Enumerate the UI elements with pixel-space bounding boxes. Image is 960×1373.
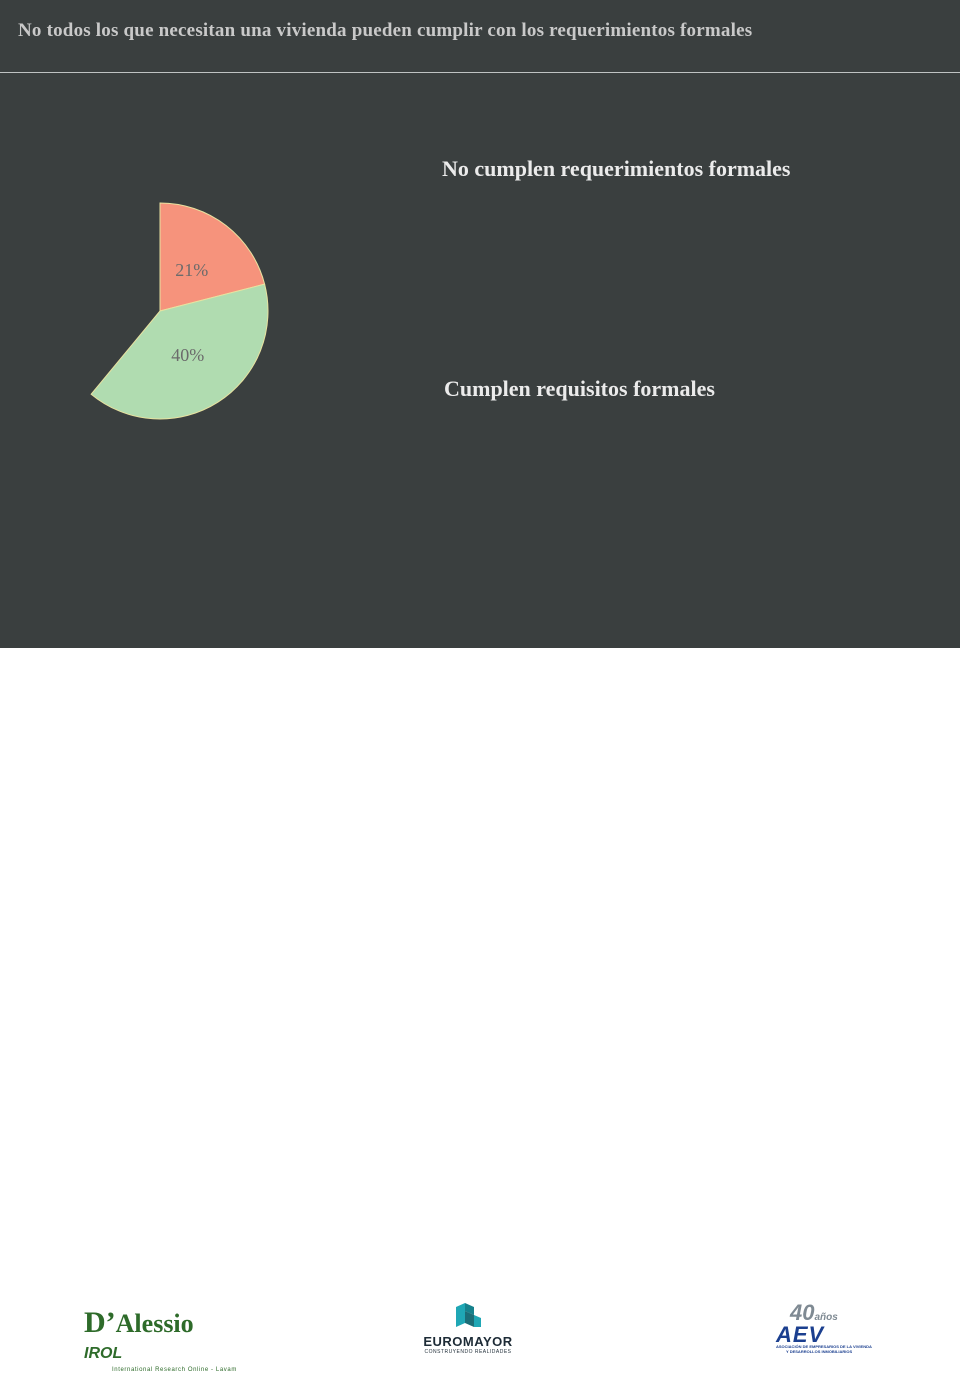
euromayor-logo: EUROMAYOR CONSTRUYENDO REALIDADES	[420, 1301, 516, 1359]
aev-anos: años	[814, 1312, 837, 1323]
pie-slice-label-0: 21%	[175, 260, 208, 280]
dalessio-irol: IROL	[84, 1345, 122, 1362]
annotation-cumplen: Cumplen requisitos formales	[444, 376, 715, 402]
euromayor-icon	[453, 1301, 483, 1329]
aev-name: AEV	[776, 1326, 872, 1344]
euromayor-subtitle: CONSTRUYENDO REALIDADES	[420, 1349, 516, 1355]
aev-subtitle-2: Y DESARROLLOS INMOBILIARIOS	[786, 1349, 872, 1354]
pie-chart: 21% 40%	[0, 0, 960, 648]
dalessio-d: D’	[84, 1306, 116, 1339]
euromayor-name: EUROMAYOR	[420, 1334, 516, 1349]
dalessio-name: Alessio	[116, 1309, 194, 1338]
annotation-no-cumplen: No cumplen requerimientos formales	[442, 156, 791, 182]
pie-slice-label-1: 40%	[171, 345, 204, 365]
aev-40: 40	[790, 1300, 814, 1325]
footer: D’Alessio IROL International Research On…	[0, 648, 960, 720]
dalessio-subtitle: International Research Online - Lavam	[112, 1367, 224, 1373]
dalessio-irol-logo: D’Alessio IROL International Research On…	[84, 1310, 224, 1350]
aev-40-anos-logo: 40años AEV ASOCIACIÓN DE EMPRESARIOS DE …	[776, 1300, 872, 1362]
slide: No todos los que necesitan una vivienda …	[0, 0, 960, 648]
